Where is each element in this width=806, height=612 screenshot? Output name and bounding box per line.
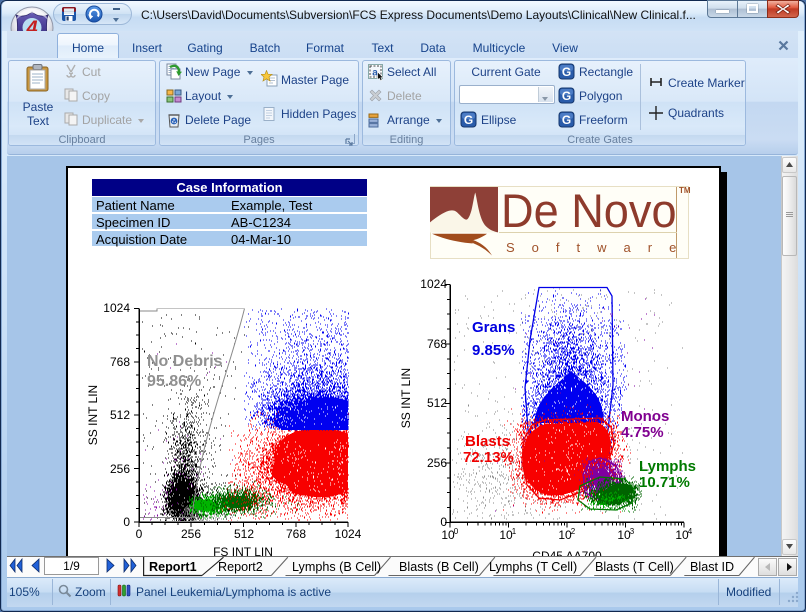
svg-text:10: 10: [441, 528, 455, 542]
svg-text:Lymphs (T Cell): Lymphs (T Cell): [489, 560, 577, 574]
svg-text:0: 0: [123, 515, 130, 529]
svg-text:768: 768: [286, 527, 306, 541]
svg-text:0: 0: [440, 515, 447, 529]
svg-text:1024: 1024: [103, 301, 130, 315]
svg-text:3: 3: [630, 527, 635, 536]
svg-text:1024: 1024: [335, 527, 362, 541]
svg-text:1024: 1024: [420, 277, 447, 291]
svg-text:1: 1: [512, 527, 517, 536]
svg-text:512: 512: [110, 408, 130, 422]
svg-text:No Debris: No Debris: [147, 353, 223, 370]
svg-text:Lymphs (B Cell): Lymphs (B Cell): [292, 560, 381, 574]
svg-text:95.86%: 95.86%: [147, 373, 201, 390]
svg-text:512: 512: [427, 396, 447, 410]
svg-text:4.75%: 4.75%: [621, 424, 664, 441]
svg-text:Blasts (B Cell): Blasts (B Cell): [399, 560, 479, 574]
svg-text:256: 256: [181, 527, 201, 541]
svg-text:FS INT LIN: FS INT LIN: [213, 545, 273, 559]
svg-text:Grans: Grans: [472, 319, 515, 336]
svg-text:10: 10: [558, 528, 572, 542]
svg-text:G: G: [464, 113, 473, 127]
svg-text:Report1: Report1: [149, 560, 197, 574]
svg-text:10: 10: [617, 528, 631, 542]
svg-text:768: 768: [110, 355, 130, 369]
svg-text:768: 768: [427, 337, 447, 351]
svg-text:G: G: [562, 65, 571, 79]
svg-text:Blasts: Blasts: [465, 433, 510, 450]
svg-text:0: 0: [454, 527, 459, 536]
svg-text:a: a: [372, 68, 378, 79]
svg-text:9.85%: 9.85%: [472, 342, 515, 359]
svg-text:Lymphs: Lymphs: [639, 458, 696, 475]
svg-text:256: 256: [427, 456, 447, 470]
svg-text:256: 256: [110, 462, 130, 476]
svg-text:G: G: [562, 113, 571, 127]
svg-text:SS INT LIN: SS INT LIN: [86, 385, 100, 445]
svg-text:512: 512: [234, 527, 254, 541]
svg-text:0: 0: [136, 527, 143, 541]
svg-text:10.71%: 10.71%: [639, 474, 690, 491]
svg-text:Report2: Report2: [218, 560, 263, 574]
svg-text:Blast ID: Blast ID: [690, 560, 734, 574]
svg-text:72.13%: 72.13%: [463, 449, 514, 466]
svg-text:2: 2: [571, 527, 576, 536]
svg-text:4: 4: [688, 527, 693, 536]
svg-text:G: G: [562, 89, 571, 103]
svg-text:SS INT LIN: SS INT LIN: [399, 368, 413, 428]
svg-text:Blasts (T Cell): Blasts (T Cell): [595, 560, 674, 574]
svg-text:Monos: Monos: [621, 408, 669, 425]
svg-text:10: 10: [675, 528, 689, 542]
svg-text:10: 10: [499, 528, 513, 542]
